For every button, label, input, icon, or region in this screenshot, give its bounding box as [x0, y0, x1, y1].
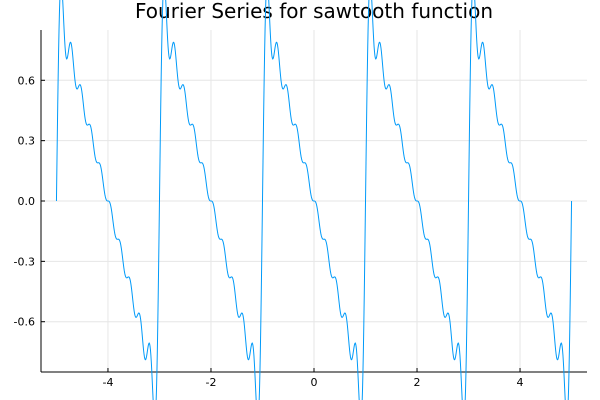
series-line [55, 0, 573, 400]
y-tick-label: -0.3 [14, 255, 35, 268]
x-tick-label: 0 [311, 376, 318, 389]
tick-labels: -4 -2 0 2 4 -0.6 -0.3 0.0 0.3 0.6 [14, 74, 524, 389]
x-tick-label: -4 [102, 376, 113, 389]
x-tick-label: 4 [517, 376, 524, 389]
y-tick-label: 0.0 [18, 195, 36, 208]
series-layer [55, 0, 573, 400]
y-tick-label: 0.6 [18, 74, 36, 87]
y-tick-label: 0.3 [18, 135, 36, 148]
y-tick-label: -0.6 [14, 316, 35, 329]
axes [40, 30, 587, 373]
x-tick-label: -2 [205, 376, 216, 389]
x-tick-label: 2 [414, 376, 421, 389]
chart-title: Fourier Series for sawtooth function [135, 0, 493, 23]
